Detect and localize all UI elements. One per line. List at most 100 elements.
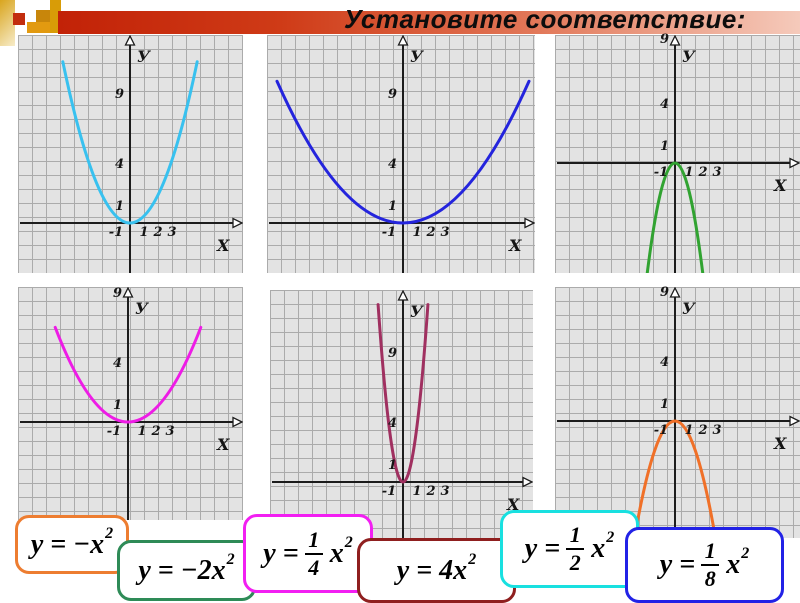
fraction-denominator: 2 [569, 550, 581, 575]
y-tick-9: 9 [114, 87, 124, 102]
fraction-numerator: 1 [704, 538, 716, 563]
x-tick-neg1: -1 [653, 423, 669, 438]
x-axis-arrow-icon [232, 416, 243, 428]
x-tick-1: 1 [139, 225, 149, 240]
y-tick-9: 9 [659, 32, 669, 47]
x-tick-3: 3 [440, 484, 450, 499]
formula-text: y = [659, 549, 696, 580]
y-tick-1: 1 [112, 398, 122, 413]
formula-exponent: 2 [105, 524, 114, 542]
formula-exponent: 2 [344, 533, 353, 551]
y-axis-name: У [410, 47, 423, 66]
fraction-bar [304, 552, 323, 555]
formula-text: y = 4x [396, 554, 468, 586]
graph-6-plot [557, 287, 800, 538]
y-tick-9: 9 [387, 346, 397, 361]
slide-title: Установите соответствие: [344, 4, 746, 34]
x-tick-neg1: -1 [108, 225, 124, 240]
x-axis-arrow-icon [524, 217, 535, 229]
header-bar [58, 11, 800, 34]
formula-exponent: 2 [226, 550, 235, 568]
y-tick-4: 4 [659, 97, 669, 112]
formula-text: y = [263, 537, 299, 569]
y-axis-arrow-icon [124, 35, 136, 46]
formula-fraction: 1 4 [304, 528, 323, 579]
y-axis-name: У [682, 299, 695, 318]
graph-4-plot [20, 287, 243, 520]
formula-box-4[interactable]: y = 4x 2 [357, 538, 516, 603]
x-tick-1: 1 [412, 225, 422, 240]
parabola-curve [275, 79, 531, 225]
y-tick-4: 4 [387, 157, 397, 172]
y-tick-4: 4 [659, 355, 669, 370]
parabola-curve [376, 303, 430, 484]
y-tick-1: 1 [387, 458, 397, 473]
x-tick-neg1: -1 [381, 484, 397, 499]
x-tick-3: 3 [440, 225, 450, 240]
y-axis-name: У [137, 47, 150, 66]
y-tick-4: 4 [114, 157, 124, 172]
formula-text: y = −x [30, 528, 105, 560]
x-tick-2: 2 [426, 484, 436, 499]
y-axis-arrow-icon [669, 35, 681, 46]
x-tick-2: 2 [153, 225, 163, 240]
parabola-curve [53, 325, 203, 424]
parabola-curve [61, 60, 199, 225]
x-axis-name: Х [217, 236, 230, 255]
graph-panel-2[interactable]: 1 4 9 -1 1 2 3 У Х [267, 35, 535, 273]
decor-dark-gold-square [36, 10, 50, 22]
x-tick-1: 1 [684, 165, 694, 180]
graph-5-plot [272, 290, 533, 538]
x-tick-3: 3 [712, 165, 722, 180]
x-tick-neg1: -1 [106, 424, 122, 439]
x-tick-1: 1 [684, 423, 694, 438]
formula-variable: x [329, 537, 344, 569]
x-axis-name: Х [509, 236, 522, 255]
graph-panel-5[interactable]: 1 4 9 -1 1 2 3 У Х [270, 290, 533, 538]
decor-orange-gold-square [27, 22, 50, 33]
graph-panel-6[interactable]: 1 4 9 -1 1 2 3 У Х [555, 285, 800, 538]
y-tick-1: 1 [114, 199, 124, 214]
y-tick-9: 9 [659, 285, 669, 300]
y-tick-1: 1 [659, 139, 669, 154]
x-axis-name: Х [774, 434, 787, 453]
y-tick-9: 9 [112, 286, 122, 301]
y-axis-name: У [410, 302, 423, 321]
decor-gold-bar [0, 0, 15, 46]
formula-fraction: 1 2 [566, 524, 585, 575]
graph-3-plot [557, 35, 800, 273]
y-tick-4: 4 [112, 356, 122, 371]
x-tick-3: 3 [167, 225, 177, 240]
x-tick-neg1: -1 [381, 225, 397, 240]
graph-panel-3[interactable]: 1 4 9 -1 1 2 3 У Х [555, 32, 800, 273]
graph-panel-1[interactable]: 1 4 9 -1 1 2 3 У Х [18, 35, 243, 273]
graph-1-plot [20, 35, 243, 273]
parabola-curve [633, 419, 717, 538]
x-tick-2: 2 [426, 225, 436, 240]
x-tick-neg1: -1 [653, 165, 669, 180]
x-tick-2: 2 [698, 423, 708, 438]
formula-box-1[interactable]: y = −x 2 [15, 515, 129, 574]
y-axis-arrow-icon [397, 290, 409, 301]
y-axis-arrow-icon [397, 35, 409, 46]
x-axis-name: Х [217, 435, 230, 454]
x-axis-arrow-icon [789, 157, 800, 169]
graph-panel-4[interactable]: 1 4 9 -1 1 2 3 У Х [18, 287, 243, 520]
y-tick-1: 1 [659, 397, 669, 412]
formula-exponent: 2 [606, 529, 615, 546]
y-axis-name: У [135, 299, 148, 318]
formula-text: y = [524, 533, 561, 564]
x-tick-1: 1 [412, 484, 422, 499]
x-tick-3: 3 [165, 424, 175, 439]
x-axis-name: Х [774, 176, 787, 195]
formula-box-2[interactable]: y = −2x 2 [117, 540, 256, 601]
parabola-curve [645, 161, 705, 273]
x-axis-name: Х [507, 495, 520, 514]
x-axis-arrow-icon [789, 415, 800, 427]
fraction-bar [701, 564, 720, 566]
formula-exponent: 2 [741, 545, 750, 562]
